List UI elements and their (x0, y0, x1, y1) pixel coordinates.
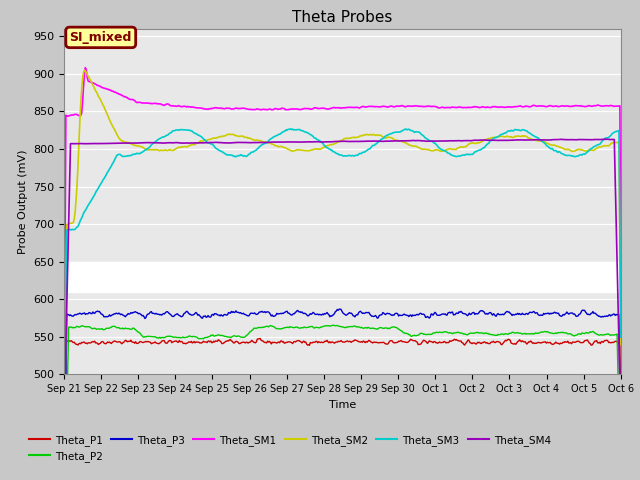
Theta_P3 (389, 312, 397, 318)
Theta_P3 (204, 314, 211, 320)
Theta_SM4 (204, 140, 211, 145)
Theta_P3 (336, 306, 344, 312)
Line: Theta_SM2: Theta_SM2 (64, 70, 621, 480)
Theta_P3 (433, 312, 440, 318)
Theta_SM1 (617, 264, 625, 270)
Theta_P3 (159, 312, 166, 317)
Theta_SM1 (433, 104, 440, 110)
Theta_SM4 (60, 424, 68, 430)
Theta_P1 (480, 339, 488, 345)
Theta_P1 (433, 340, 440, 346)
Theta_P1 (159, 338, 166, 344)
Theta_P1 (256, 336, 264, 341)
Theta_SM1 (313, 105, 321, 111)
Theta_SM3 (204, 140, 211, 145)
Theta_SM2 (389, 136, 397, 142)
Theta_P2 (312, 324, 320, 330)
Title: Theta Probes: Theta Probes (292, 10, 392, 25)
Theta_SM2 (159, 148, 167, 154)
Theta_P1 (389, 339, 397, 345)
Theta_P3 (312, 312, 320, 317)
Bar (64, 262, 621, 292)
Theta_SM2 (480, 137, 488, 143)
Theta_P1 (617, 442, 625, 447)
Theta_P2 (480, 331, 488, 336)
Text: SI_mixed: SI_mixed (70, 31, 132, 44)
Theta_SM4 (312, 139, 320, 144)
Theta_SM3 (433, 142, 440, 148)
Theta_SM3 (389, 130, 397, 135)
Theta_SM2 (313, 146, 321, 152)
Line: Theta_P2: Theta_P2 (64, 325, 621, 480)
Theta_P1 (313, 338, 321, 344)
Theta_P2 (330, 322, 337, 328)
Theta_P1 (204, 340, 211, 346)
Line: Theta_SM3: Theta_SM3 (64, 129, 621, 480)
Theta_P2 (159, 335, 166, 340)
Theta_SM1 (81, 65, 89, 71)
Theta_SM4 (604, 136, 612, 142)
Theta_SM3 (159, 134, 166, 140)
Theta_P2 (389, 324, 397, 330)
Theta_P2 (204, 335, 211, 340)
Theta_SM3 (313, 136, 321, 142)
Theta_SM1 (389, 104, 397, 109)
Theta_SM3 (617, 335, 625, 340)
Theta_SM4 (159, 140, 166, 146)
Theta_P2 (433, 329, 440, 335)
Theta_SM2 (204, 137, 212, 143)
Theta_SM4 (617, 422, 625, 428)
Theta_SM1 (480, 104, 488, 110)
X-axis label: Time: Time (329, 400, 356, 409)
Theta_P3 (480, 309, 488, 315)
Theta_SM1 (159, 102, 167, 108)
Line: Theta_P3: Theta_P3 (64, 309, 621, 480)
Theta_SM1 (204, 107, 212, 112)
Theta_SM3 (480, 145, 488, 151)
Theta_SM4 (479, 137, 487, 143)
Theta_SM4 (432, 138, 440, 144)
Y-axis label: Probe Output (mV): Probe Output (mV) (17, 149, 28, 254)
Theta_SM4 (388, 138, 396, 144)
Theta_P3 (617, 456, 625, 462)
Theta_SM2 (617, 341, 625, 347)
Theta_SM2 (433, 147, 440, 153)
Theta_SM1 (60, 430, 68, 435)
Theta_SM3 (287, 126, 294, 132)
Line: Theta_SM1: Theta_SM1 (64, 68, 621, 432)
Legend: Theta_P1, Theta_P2, Theta_P3, Theta_SM1, Theta_SM2, Theta_SM3, Theta_SM4: Theta_P1, Theta_P2, Theta_P3, Theta_SM1,… (25, 431, 555, 466)
Line: Theta_P1: Theta_P1 (64, 338, 621, 480)
Line: Theta_SM4: Theta_SM4 (64, 139, 621, 427)
Theta_SM2 (81, 67, 88, 73)
